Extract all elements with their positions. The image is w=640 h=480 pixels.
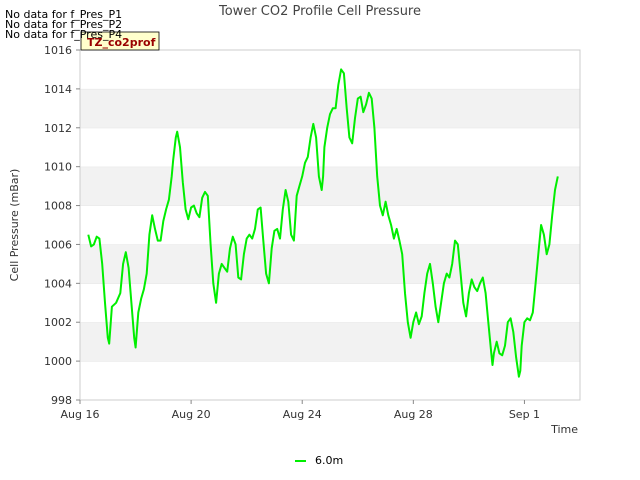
- y-tick-label: 1012: [44, 122, 72, 135]
- no-data-note-p2: No data for f_Pres_P2: [5, 18, 123, 31]
- tag-label: TZ_co2prof: [87, 36, 156, 49]
- y-axis-label: Cell Pressure (mBar): [8, 169, 21, 282]
- legend-label: 6.0m: [315, 454, 343, 467]
- no-data-note-p4: No data for f_Pres_P4: [5, 28, 123, 41]
- grid-band: [80, 244, 580, 284]
- x-tick-label: Sep 1: [509, 408, 540, 421]
- y-tick-label: 1002: [44, 316, 72, 329]
- grid-band: [80, 127, 580, 167]
- x-axis-label: Time: [550, 423, 578, 436]
- no-data-note-p1: No data for f_Pres_P1: [5, 8, 123, 21]
- y-tick-label: 1000: [44, 355, 72, 368]
- series-line-6.0m: [87, 68, 559, 378]
- y-tick-label: 1016: [44, 44, 72, 57]
- tag-box: TZ_co2prof: [80, 31, 160, 51]
- series-group: [87, 68, 559, 378]
- grid-bands: [80, 49, 580, 400]
- y-axis: 998 1000 1002 1004 1006 1008 1010 1012 1014 1016: [44, 44, 80, 407]
- x-axis: Aug 16 Aug 20 Aug 24 Aug 28 Sep 1: [61, 400, 540, 421]
- grid-band: [80, 361, 580, 400]
- y-tick-label: 1004: [44, 277, 72, 290]
- y-tick-label: 1010: [44, 161, 72, 174]
- y-tick-label: 1008: [44, 200, 72, 213]
- x-tick-label: Aug 16: [61, 408, 100, 421]
- tag-box-rect: [80, 31, 160, 51]
- chart-title: Tower CO2 Profile Cell Pressure: [218, 4, 421, 19]
- y-tick-label: 1006: [44, 238, 72, 251]
- grid-band: [80, 50, 580, 89]
- grid-band: [80, 283, 580, 323]
- plot-frame: [79, 49, 581, 401]
- legend: 6.0m: [295, 454, 343, 467]
- x-tick-label: Aug 20: [172, 408, 211, 421]
- grid-band: [80, 166, 580, 206]
- grid-band: [80, 88, 580, 128]
- y-tick-label: 998: [51, 394, 72, 407]
- y-tick-label: 1014: [44, 83, 72, 96]
- x-tick-label: Aug 24: [283, 408, 322, 421]
- x-tick-label: Aug 28: [394, 408, 433, 421]
